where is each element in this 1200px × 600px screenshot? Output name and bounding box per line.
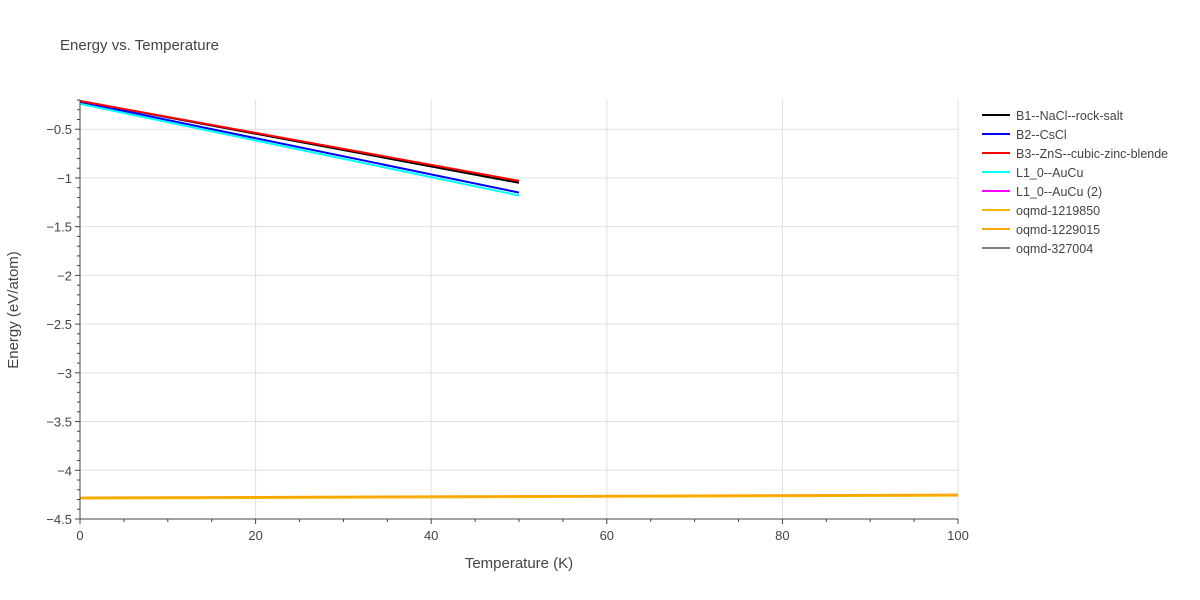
chart-title: Energy vs. Temperature [60,37,219,54]
y-tick-label: −3.5 [46,415,72,430]
y-tick-label: −1 [57,171,72,186]
series-line-2[interactable] [79,99,520,182]
x-tick-label: 20 [248,528,262,543]
series-line-6[interactable] [79,493,959,499]
legend-label[interactable]: oqmd-327004 [1016,242,1093,256]
legend-label[interactable]: oqmd-1229015 [1016,223,1100,237]
x-tick-label: 80 [775,528,789,543]
x-axis-title: Temperature (K) [465,555,573,572]
legend[interactable]: B1--NaCl--rock-salt B2--CsCl B3--ZnS--cubi… [982,109,1168,256]
series-line-1[interactable] [79,100,520,194]
legend-label[interactable]: B1--NaCl--rock-salt [1016,109,1123,123]
y-axis-title: Energy (eV/atom) [5,251,22,369]
series-line-3[interactable] [79,102,520,197]
y-tick-label: −0.5 [46,122,72,137]
series-lines[interactable] [79,99,959,500]
x-tick-label: 100 [947,528,969,543]
x-tick-label: 40 [424,528,438,543]
y-tick-label: −3 [57,366,72,381]
x-tick-label: 0 [76,528,83,543]
legend-label[interactable]: B2--CsCl [1016,128,1067,142]
legend-label[interactable]: oqmd-1219850 [1016,204,1100,218]
y-tick-label: −2.5 [46,317,72,332]
legend-label[interactable]: B3--ZnS--cubic-zinc-blende [1016,147,1168,161]
y-tick-label: −2 [57,268,72,283]
legend-label[interactable]: L1_0--AuCu [1016,166,1083,180]
axes: −0.5 −1 −1.5 −2 −2.5 −3 −3.5 −4 −4.5 0 20 40 60 80 100 [46,99,969,543]
y-tick-label: −4 [57,463,72,478]
y-tick-label: −1.5 [46,220,72,235]
legend-label[interactable]: L1_0--AuCu (2) [1016,185,1102,199]
y-tick-label: −4.5 [46,512,72,527]
grid-lines [80,100,959,520]
x-tick-label: 60 [600,528,614,543]
